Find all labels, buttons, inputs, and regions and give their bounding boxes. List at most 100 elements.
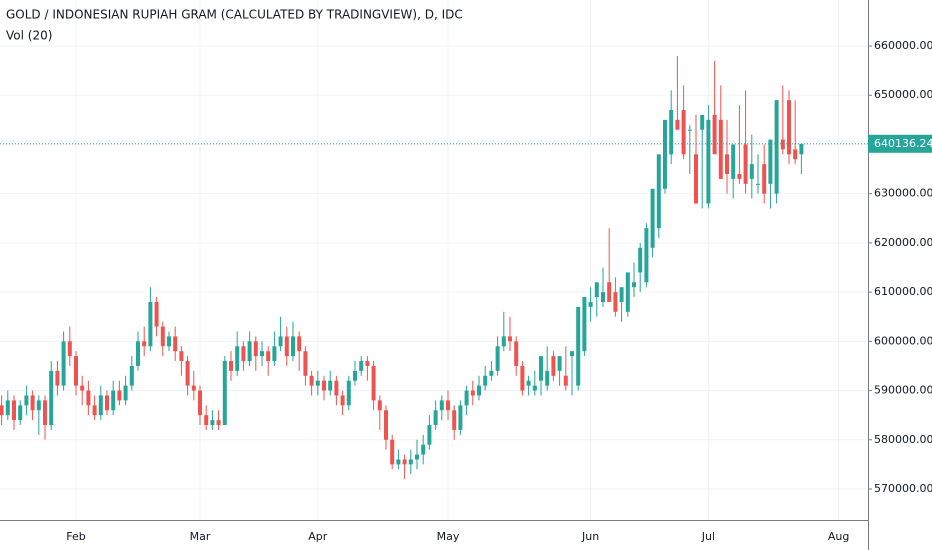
candle-body bbox=[613, 292, 618, 312]
candle-body bbox=[229, 361, 233, 371]
candle-body bbox=[768, 139, 773, 184]
candle-body bbox=[328, 380, 333, 391]
candle-body bbox=[154, 301, 159, 327]
candle-body bbox=[210, 420, 215, 426]
candle-body bbox=[799, 143, 804, 155]
candle-body bbox=[272, 346, 277, 362]
candle-body bbox=[408, 459, 413, 465]
candle-body bbox=[477, 385, 481, 396]
y-tick-label: 650000.00 bbox=[874, 88, 932, 101]
candle-body bbox=[706, 119, 711, 204]
candle-body bbox=[198, 390, 202, 416]
candle-body bbox=[24, 395, 29, 406]
candle-body bbox=[43, 400, 47, 426]
candle-body bbox=[774, 100, 779, 194]
candle-body bbox=[526, 380, 531, 386]
candle-body bbox=[508, 336, 512, 342]
candle-body bbox=[179, 351, 184, 362]
candle-body bbox=[594, 282, 599, 298]
candle-body bbox=[67, 341, 72, 357]
candle-body bbox=[433, 410, 438, 426]
candle-body bbox=[793, 149, 798, 160]
candle-body bbox=[675, 119, 680, 130]
candle-body bbox=[365, 361, 370, 366]
candle-body bbox=[749, 164, 754, 179]
candle-body bbox=[458, 405, 463, 430]
candle-body bbox=[663, 119, 667, 189]
candle-body bbox=[241, 346, 246, 362]
candle-body bbox=[700, 114, 705, 130]
x-tick-label: Mar bbox=[190, 530, 211, 543]
candle-body bbox=[718, 119, 723, 179]
candles bbox=[0, 55, 804, 480]
candle-body bbox=[377, 400, 382, 411]
candle-body bbox=[204, 415, 209, 426]
candle-body bbox=[359, 361, 364, 371]
candle-body bbox=[55, 370, 60, 386]
y-tick-label: 610000.00 bbox=[874, 285, 932, 298]
candle-body bbox=[111, 390, 116, 411]
candle-body bbox=[421, 444, 426, 455]
y-tick-label: 630000.00 bbox=[874, 187, 932, 200]
candle-body bbox=[539, 356, 543, 381]
candle-body bbox=[601, 292, 605, 302]
candle-body bbox=[656, 154, 661, 229]
candle-body bbox=[36, 400, 41, 411]
candle-body bbox=[396, 459, 401, 465]
candle-body bbox=[427, 425, 432, 445]
candle-body bbox=[390, 439, 395, 465]
x-tick-label: May bbox=[437, 530, 460, 543]
candle-body bbox=[470, 390, 475, 396]
candle-body bbox=[98, 395, 103, 416]
indicator-label: Vol (20) bbox=[6, 29, 52, 43]
candle-body bbox=[5, 400, 10, 416]
candle-body bbox=[619, 287, 624, 302]
candle-body bbox=[235, 346, 240, 371]
candle-body bbox=[725, 154, 729, 174]
candle-body bbox=[247, 341, 252, 362]
candle-body bbox=[92, 405, 97, 416]
candle-body bbox=[340, 395, 345, 406]
chart-title: GOLD / INDONESIAN RUPIAH GRAM (CALCULATE… bbox=[6, 8, 463, 22]
candle-body bbox=[687, 129, 692, 131]
candle-body bbox=[18, 405, 23, 421]
candle-body bbox=[787, 100, 791, 155]
candle-body bbox=[173, 336, 178, 352]
candle-body bbox=[762, 164, 767, 194]
candle-body bbox=[346, 380, 351, 406]
candle-body bbox=[86, 390, 91, 406]
candle-body bbox=[446, 400, 450, 411]
candle-body bbox=[756, 183, 760, 185]
candle-body bbox=[439, 400, 444, 411]
candle-body bbox=[160, 326, 165, 347]
candle-body bbox=[291, 336, 295, 357]
candle-body bbox=[216, 420, 221, 426]
candle-body bbox=[129, 365, 134, 386]
candle-body bbox=[12, 400, 16, 421]
x-tick-label: Feb bbox=[66, 530, 85, 543]
candle-body bbox=[123, 385, 128, 401]
candle-body bbox=[315, 380, 320, 386]
y-tick-label: 570000.00 bbox=[874, 482, 932, 495]
candle-body bbox=[353, 370, 357, 381]
candle-body bbox=[117, 390, 122, 401]
candle-body bbox=[588, 301, 593, 307]
candle-body bbox=[322, 380, 326, 391]
candle-body bbox=[712, 114, 717, 155]
candle-body bbox=[148, 301, 153, 347]
candle-body bbox=[105, 395, 109, 411]
candle-body bbox=[625, 272, 630, 312]
candle-body bbox=[371, 365, 376, 401]
candle-body bbox=[61, 341, 66, 386]
candle-body bbox=[483, 375, 488, 386]
candle-body bbox=[49, 370, 54, 426]
candle-body bbox=[551, 356, 556, 376]
candle-body bbox=[464, 390, 469, 406]
candle-body bbox=[545, 370, 550, 386]
candle-body bbox=[694, 154, 698, 204]
y-tick-label: 600000.00 bbox=[874, 334, 932, 347]
candle-body bbox=[501, 336, 506, 347]
candle-body bbox=[415, 454, 419, 460]
candle-body bbox=[495, 346, 500, 371]
